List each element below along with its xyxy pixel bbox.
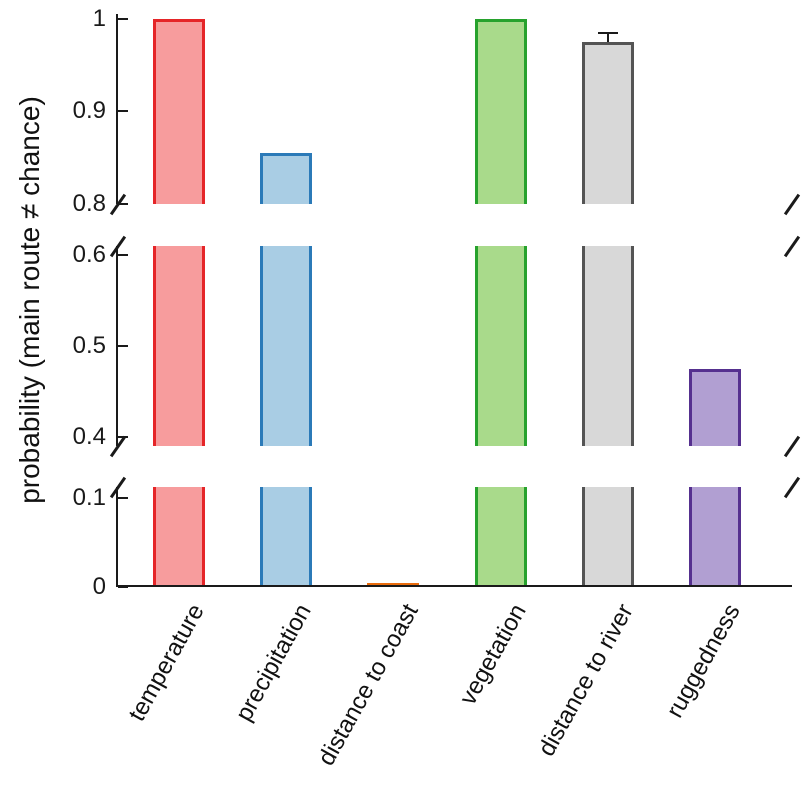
error-bar-cap: [597, 31, 618, 35]
bar-vegetation: [474, 246, 527, 446]
axis-break-marker: [783, 193, 801, 215]
y-tick-label: 0.1: [72, 483, 106, 511]
axis-break-marker: [109, 476, 127, 498]
y-tick-label: 0.6: [72, 241, 106, 269]
y-tick-mark: [118, 586, 128, 588]
axis-break-marker: [783, 235, 801, 257]
y-tick-mark: [118, 17, 128, 20]
bar-precipitation: [260, 153, 313, 204]
bar-temperature: [153, 18, 206, 204]
bar-ruggedness: [688, 487, 741, 587]
y-axis-spine: [116, 14, 118, 204]
bar-vegetation: [474, 18, 527, 204]
y-tick-mark: [118, 345, 128, 347]
bar-distance-to-river: [581, 41, 634, 204]
y-tick-label: 0: [92, 573, 106, 600]
bar-distance-to-river: [581, 246, 634, 446]
y-tick-mark: [118, 254, 128, 257]
error-bar: [606, 32, 610, 42]
y-axis-spine: [116, 487, 118, 587]
x-tick-label-temperature: temperature: [123, 599, 210, 726]
y-axis-spine: [116, 246, 118, 446]
axis-break-marker: [783, 435, 801, 457]
y-tick-label: 0.4: [72, 422, 106, 450]
y-tick-label: 1: [92, 4, 106, 32]
bar-distance-to-coast: [367, 582, 420, 587]
bar-precipitation: [260, 246, 313, 446]
x-axis-line: [116, 585, 792, 587]
bar-distance-to-river: [581, 487, 634, 587]
bar-temperature: [153, 487, 206, 587]
bar-precipitation: [260, 487, 313, 587]
y-tick-label: 0.5: [72, 332, 106, 359]
y-tick-mark: [118, 110, 128, 113]
axis-break-marker: [783, 476, 801, 498]
y-tick-mark: [118, 203, 128, 205]
bar-vegetation: [474, 487, 527, 587]
axis-break-marker: [109, 435, 127, 457]
y-tick-label: 0.8: [72, 190, 106, 217]
bar-ruggedness: [688, 368, 741, 446]
y-tick-mark: [118, 496, 128, 499]
bar-temperature: [153, 246, 206, 446]
y-tick-label: 0.9: [72, 97, 106, 125]
